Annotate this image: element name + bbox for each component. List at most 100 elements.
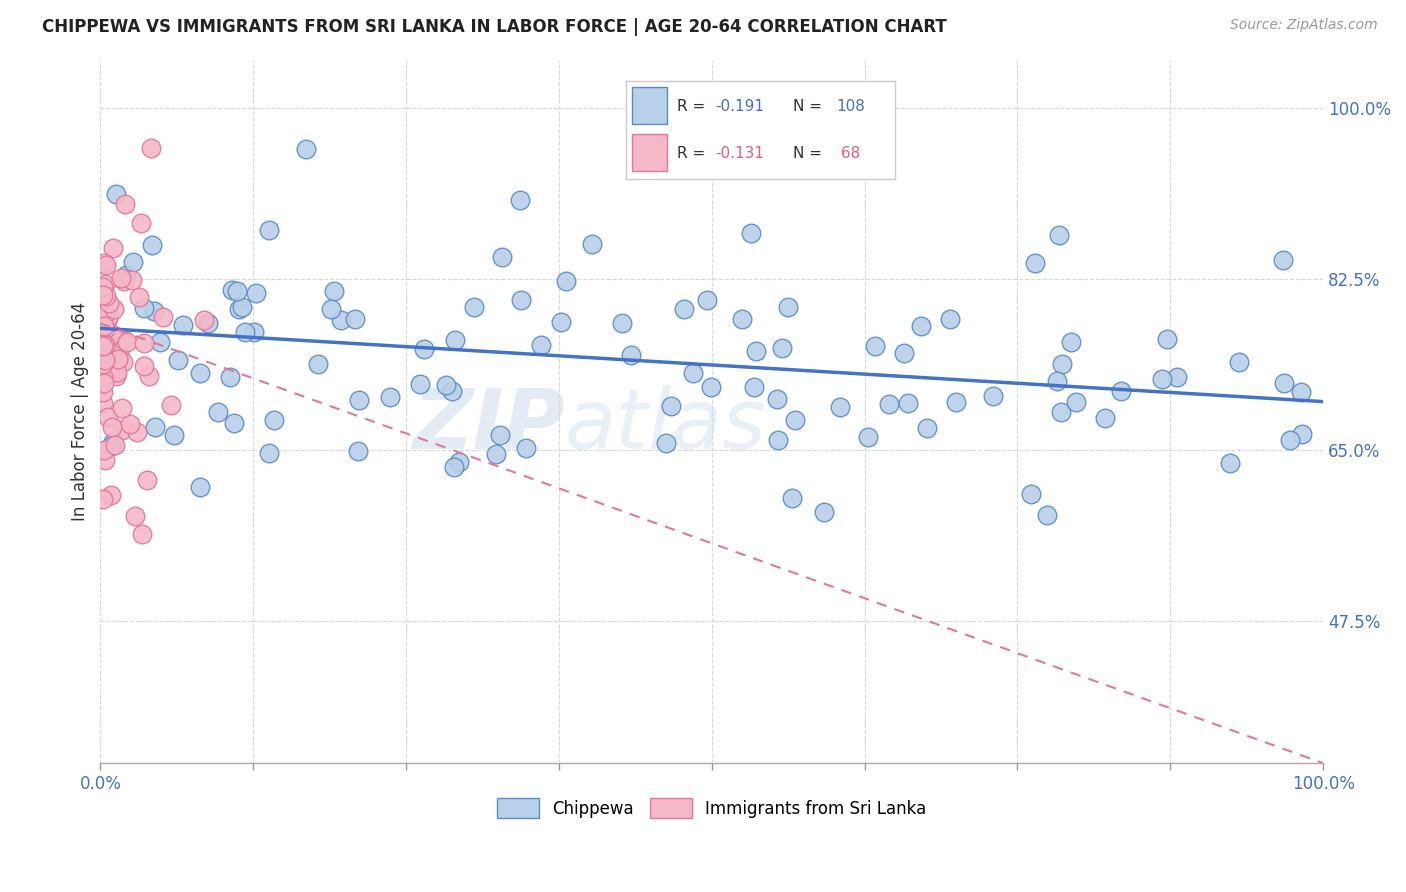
Point — [100, 420, 122, 434]
Point — [105, 368, 128, 383]
Point — [100, 488, 122, 502]
Point — [830, 400, 852, 414]
Point — [783, 413, 806, 427]
Point — [1227, 355, 1250, 369]
Point — [509, 193, 531, 207]
Point — [1050, 357, 1073, 371]
Point — [945, 394, 967, 409]
Point — [98, 310, 121, 324]
Point — [101, 241, 124, 255]
Point — [91, 318, 114, 332]
Point — [766, 392, 789, 406]
Point — [111, 423, 134, 437]
Point — [408, 377, 430, 392]
Point — [94, 352, 117, 367]
Point — [231, 300, 253, 314]
Point — [347, 392, 370, 407]
Point — [152, 310, 174, 324]
Point — [696, 293, 718, 308]
Point — [554, 274, 576, 288]
Point — [813, 505, 835, 519]
Legend: Chippewa, Immigrants from Sri Lanka: Chippewa, Immigrants from Sri Lanka — [491, 791, 934, 825]
Point — [160, 397, 183, 411]
Point — [218, 370, 240, 384]
Point — [132, 336, 155, 351]
Point — [98, 335, 121, 350]
Point — [441, 384, 464, 398]
Point — [778, 301, 800, 315]
Point — [257, 223, 280, 237]
Point — [1156, 332, 1178, 346]
Point — [91, 339, 114, 353]
Point — [257, 446, 280, 460]
Point — [343, 312, 366, 326]
Point — [108, 347, 131, 361]
Point — [139, 141, 162, 155]
Point — [111, 354, 134, 368]
Point — [233, 325, 256, 339]
Point — [97, 410, 120, 425]
Point — [221, 283, 243, 297]
Point — [163, 428, 186, 442]
Point — [111, 401, 134, 415]
Point — [94, 337, 117, 351]
Point — [94, 288, 117, 302]
Point — [530, 338, 553, 352]
Point — [91, 492, 114, 507]
Point — [112, 274, 135, 288]
Point — [485, 447, 508, 461]
Point — [319, 301, 342, 316]
Point — [197, 316, 219, 330]
Point — [444, 333, 467, 347]
Point — [491, 250, 513, 264]
Point — [128, 290, 150, 304]
Point — [94, 307, 117, 321]
Point — [347, 443, 370, 458]
Point — [1036, 508, 1059, 523]
Point — [682, 366, 704, 380]
Point — [94, 453, 117, 467]
Point — [172, 318, 194, 332]
Point — [114, 197, 136, 211]
Point — [135, 473, 157, 487]
Point — [856, 430, 879, 444]
Point — [188, 366, 211, 380]
Point — [93, 442, 115, 457]
Point — [329, 313, 352, 327]
Text: atlas: atlas — [565, 385, 766, 466]
Point — [228, 301, 250, 316]
Point — [110, 270, 132, 285]
Point — [127, 425, 149, 439]
Point — [1278, 434, 1301, 448]
Point — [515, 441, 537, 455]
Point — [323, 284, 346, 298]
Point — [731, 311, 754, 326]
Point — [893, 346, 915, 360]
Point — [193, 313, 215, 327]
Point — [243, 325, 266, 339]
Point — [91, 385, 114, 400]
Point — [245, 285, 267, 300]
Point — [94, 258, 117, 272]
Y-axis label: In Labor Force | Age 20-64: In Labor Force | Age 20-64 — [72, 301, 89, 521]
Point — [94, 322, 117, 336]
Point — [91, 369, 114, 384]
Point — [96, 314, 118, 328]
Point — [124, 508, 146, 523]
Point — [1272, 252, 1295, 267]
Point — [100, 440, 122, 454]
Point — [94, 367, 117, 381]
Point — [98, 363, 121, 377]
Point — [1152, 372, 1174, 386]
Point — [115, 335, 138, 350]
Point — [1024, 256, 1046, 270]
Point — [93, 376, 115, 391]
Point — [413, 342, 436, 356]
Point — [91, 396, 114, 410]
Point — [655, 436, 678, 450]
Point — [488, 427, 510, 442]
Point — [104, 438, 127, 452]
Point — [107, 351, 129, 366]
Text: CHIPPEWA VS IMMIGRANTS FROM SRI LANKA IN LABOR FORCE | AGE 20-64 CORRELATION CHA: CHIPPEWA VS IMMIGRANTS FROM SRI LANKA IN… — [42, 18, 946, 36]
Point — [101, 435, 124, 450]
